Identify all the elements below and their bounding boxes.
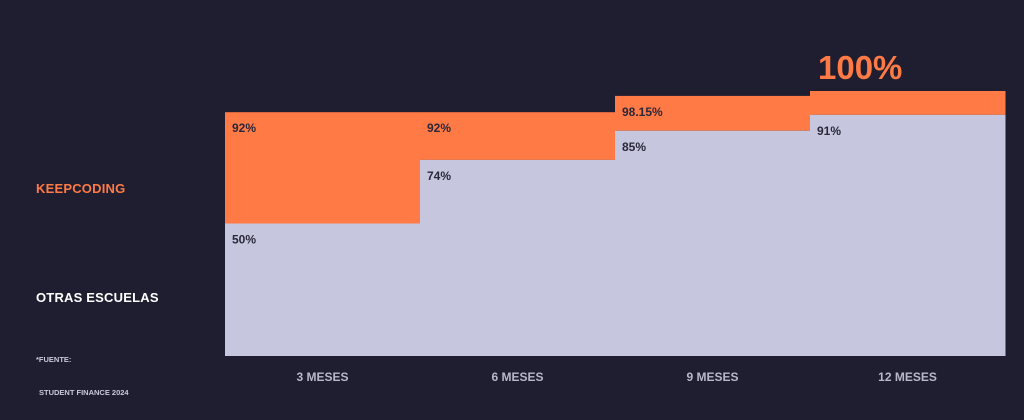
x-tick-label-4: 12 MESES [878,370,937,384]
x-tick-label-1: 3 MESES [296,370,348,384]
keepcoding-label-1: 92% [232,121,256,135]
keepcoding-bar-2 [420,112,616,160]
otras-escuelas-bar-3 [615,130,811,356]
source-label: *FUENTE: [36,355,72,364]
keepcoding-label-3: 98.15% [622,105,663,119]
keepcoding-label-2: 92% [427,121,451,135]
source-name: STUDENT FINANCE 2024 [39,388,129,397]
x-tick-label-2: 6 MESES [491,370,543,384]
legend-otras-escuelas: OTRAS ESCUELAS [36,290,159,305]
otras-escuelas-bar-4 [810,114,1006,356]
otras-escuelas-bar-1 [225,223,421,356]
otras-escuelas-label-2: 74% [427,169,451,183]
otras-escuelas-label-3: 85% [622,140,646,154]
step-bar-chart: 92% 50% 3 MESES 92% 74% 6 MESES 98.15% 85% 9 MES… [225,49,1006,384]
keepcoding-label-4: 100% [818,49,902,86]
otras-escuelas-label-1: 50% [232,233,256,247]
source-note: *FUENTE: STUDENT FINANCE 2024 [36,332,129,420]
otras-escuelas-bar-2 [420,159,616,356]
keepcoding-bar-1 [225,112,421,224]
chart-stage: 92% 50% 3 MESES 92% 74% 6 MESES 98.15% 85% 9 MES… [36,49,1006,397]
keepcoding-bar-3 [615,95,811,131]
keepcoding-bar-4 [810,91,1006,115]
x-tick-label-3: 9 MESES [686,370,738,384]
otras-escuelas-label-4: 91% [817,124,841,138]
legend-keepcoding: KEEPCODING [36,181,126,196]
